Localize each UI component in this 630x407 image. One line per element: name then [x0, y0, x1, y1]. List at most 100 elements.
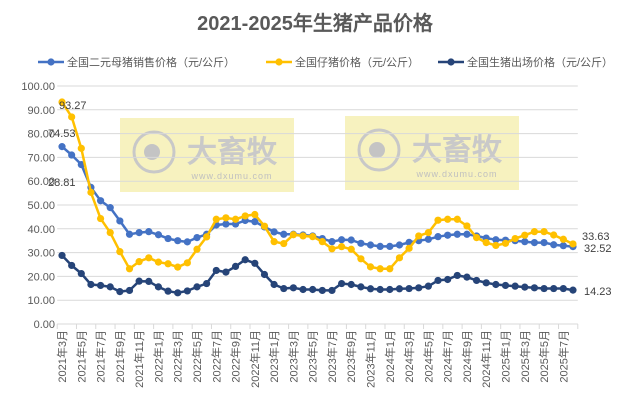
data-point [540, 239, 548, 247]
x-tick-label: 2023年9月 [344, 330, 358, 383]
data-point [135, 229, 143, 237]
data-point [309, 285, 317, 294]
data-point [212, 266, 220, 275]
data-point [164, 287, 172, 295]
data-point [222, 220, 230, 228]
data-point [183, 238, 191, 246]
legend-item: 全国仔猪价格（元/公斤） [266, 55, 419, 69]
x-tick-label: 2025年7月 [556, 330, 570, 383]
data-label-first: 93.27 [59, 100, 87, 112]
data-point [222, 268, 230, 276]
data-point [424, 229, 432, 237]
data-point [164, 234, 172, 243]
data-point [280, 239, 288, 248]
data-point [415, 284, 423, 292]
watermark: 大畜牧 www.dxumu.com [120, 118, 294, 192]
data-point [231, 215, 240, 223]
data-point [395, 254, 404, 262]
data-point [328, 286, 336, 295]
data-point [492, 236, 500, 244]
x-tick-label: 2023年1月 [267, 330, 281, 383]
legend-item: 全国生猪出场价格（元/公斤） [438, 55, 613, 69]
data-point [405, 244, 413, 252]
data-point [482, 239, 490, 247]
x-tick-label: 2022年1月 [151, 330, 165, 383]
data-labels: 74.53 32.52 93.27 33.63 28.81 14.23 [48, 100, 612, 298]
data-point [424, 235, 432, 243]
data-point [434, 276, 442, 285]
watermark-brand: 大畜牧 [187, 135, 278, 169]
x-tick-label: 2023年5月 [306, 330, 320, 383]
data-point [453, 271, 461, 280]
logo-icon [357, 128, 401, 172]
data-point [492, 280, 500, 289]
data-point [386, 285, 394, 294]
data-point [357, 239, 365, 247]
data-point [58, 143, 66, 151]
data-point [96, 281, 105, 290]
data-point [116, 248, 124, 256]
series-1 [58, 98, 577, 273]
legend-marker-icon [275, 58, 283, 66]
data-point [154, 258, 163, 266]
data-point [434, 233, 442, 241]
data-point [550, 284, 558, 293]
data-label-first: 28.81 [48, 177, 76, 189]
data-point [521, 231, 529, 239]
data-point [444, 231, 452, 239]
data-point [453, 215, 461, 223]
chart-title: 2021-2025年生猪产品价格 [197, 11, 434, 35]
data-point [559, 235, 567, 243]
data-point [347, 245, 355, 253]
data-point [338, 279, 346, 288]
y-tick-label: 60.00 [27, 176, 55, 188]
x-tick-label: 2021年5月 [74, 330, 88, 383]
data-point [415, 232, 423, 240]
data-point [530, 284, 539, 292]
data-point [386, 265, 394, 273]
data-point [231, 262, 240, 271]
data-label-last: 14.23 [584, 286, 612, 298]
data-label-last: 32.52 [584, 243, 612, 255]
data-point [77, 269, 85, 278]
data-point [203, 233, 211, 241]
y-tick-label: 80.00 [27, 129, 55, 141]
x-tick-label: 2022年7月 [209, 330, 223, 383]
logo-icon-pupil [369, 142, 385, 158]
data-point [68, 151, 76, 159]
x-axis: 2021年3月 2021年5月 2021年7月 2021年9月 2021年11月 2022… [55, 323, 579, 388]
data-point [530, 228, 539, 236]
data-point [116, 288, 124, 296]
data-point [540, 284, 548, 293]
data-point [260, 270, 269, 279]
x-tick-label: 2024年5月 [421, 330, 435, 383]
x-tick-label: 2024年1月 [383, 330, 397, 383]
data-point [299, 232, 307, 240]
data-point [251, 218, 259, 226]
y-tick-label: 10.00 [27, 295, 55, 307]
data-point [96, 197, 105, 205]
y-tick-label: 0.00 [34, 319, 55, 331]
data-point [222, 214, 230, 222]
data-point [145, 228, 153, 236]
data-point [68, 113, 76, 121]
legend-marker-icon [47, 58, 55, 66]
data-point [492, 241, 500, 250]
watermark-brand: 大畜牧 [412, 133, 503, 167]
data-point [183, 259, 191, 267]
data-point [116, 217, 124, 225]
y-tick-label: 40.00 [27, 224, 55, 236]
data-point [270, 280, 278, 289]
x-tick-label: 2025年1月 [498, 330, 512, 383]
watermark-url: www.dxumu.com [415, 169, 497, 179]
data-point [87, 280, 95, 289]
logo-icon-pupil [144, 144, 160, 160]
x-tick-label: 2021年9月 [113, 330, 127, 383]
x-tick-label: 2024年3月 [402, 330, 416, 383]
x-tick-label: 2023年3月 [286, 330, 300, 383]
data-point [58, 251, 66, 260]
data-point [77, 160, 85, 169]
data-point [463, 230, 471, 238]
legend-label: 全国生猪出场价格（元/公斤） [467, 55, 613, 69]
